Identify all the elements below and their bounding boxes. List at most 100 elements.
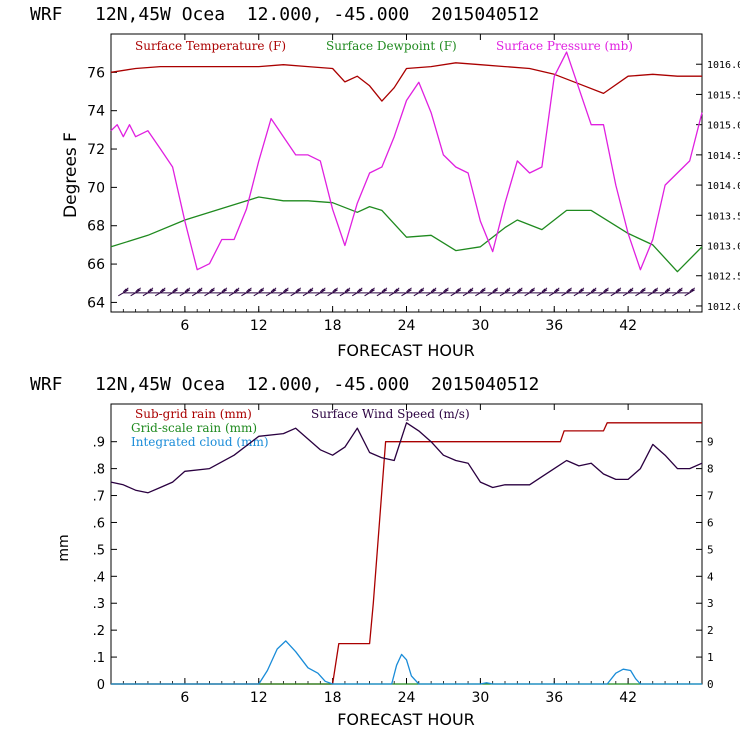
y-right-tick-label: 1012.0 <box>707 302 740 313</box>
y-left-tick-label: 64 <box>87 295 105 311</box>
wind-barb <box>573 287 585 297</box>
y-right-tick-label: 1014.5 <box>707 151 740 162</box>
x-tick-label: 6 <box>180 690 189 706</box>
y-right-tick-label: 2 <box>707 624 714 637</box>
wind-barb <box>635 287 646 297</box>
wind-barb <box>179 287 191 297</box>
y-right-tick-label: 0 <box>707 678 714 691</box>
y-right-tick-label: 7 <box>707 490 714 503</box>
x-tick-label: 42 <box>619 318 637 334</box>
wind-barb <box>265 287 277 297</box>
wind-barb <box>487 287 499 297</box>
y-right-tick-label: 6 <box>707 516 714 529</box>
x-tick-label: 36 <box>545 318 563 334</box>
wind-barb <box>253 287 265 297</box>
series-line-0 <box>111 422 702 685</box>
y-left-tick-label: .6 <box>93 516 105 531</box>
panel2-legend-subgrid: Sub-grid rain (mm) <box>135 407 252 421</box>
y-left-tick-label: .1 <box>93 651 105 666</box>
y-left-tick-label: 74 <box>87 104 105 120</box>
y-right-tick-label: 1013.0 <box>707 242 740 253</box>
x-tick-label: 6 <box>180 318 189 334</box>
wind-barb <box>647 287 659 297</box>
wind-barb <box>524 287 535 297</box>
panel-precip-wind: WRF 12N,45W Ocea 12.000, -45.000 2015040… <box>30 374 714 729</box>
wind-barb <box>462 287 474 297</box>
x-tick-label: 18 <box>324 318 342 334</box>
y-left-tick-label: 0 <box>97 678 105 693</box>
panel1-header: WRF 12N,45W Ocea 12.000, -45.000 2015040… <box>30 4 539 25</box>
y-left-tick-label: .4 <box>93 570 105 585</box>
y-left-tick-label: .7 <box>93 490 105 505</box>
wind-barb <box>290 287 302 297</box>
wind-barb <box>302 287 314 297</box>
wind-barb <box>425 287 437 297</box>
x-tick-label: 12 <box>250 690 268 706</box>
y-left-tick-label: .3 <box>93 597 105 612</box>
y-right-tick-label: 1014.0 <box>707 181 740 192</box>
x-tick-label: 24 <box>398 318 416 334</box>
y-right-tick-label: 5 <box>707 543 714 556</box>
wind-barb <box>204 287 215 297</box>
wind-barb <box>167 287 178 297</box>
wind-barb <box>351 287 363 297</box>
y-left-tick-label: 76 <box>87 65 105 81</box>
panel2-legend-wind: Surface Wind Speed (m/s) <box>311 407 470 421</box>
wind-barb <box>561 287 572 297</box>
y-right-tick-label: 1015.5 <box>707 90 740 101</box>
wind-barb <box>278 287 289 297</box>
wind-barb <box>142 287 154 297</box>
wind-barb <box>438 287 449 297</box>
y-left-tick-label: 70 <box>87 180 105 196</box>
y-right-tick-label: 1 <box>707 651 714 664</box>
wind-barb <box>610 287 622 297</box>
panel-surface: WRF 12N,45W Ocea 12.000, -45.000 2015040… <box>30 4 740 360</box>
wind-barb <box>339 287 351 297</box>
wind-barb <box>191 287 203 297</box>
series-line-2 <box>110 51 703 271</box>
wind-barb <box>622 287 634 297</box>
wind-barb <box>450 287 462 297</box>
panel2-xlabel: FORECAST HOUR <box>337 710 475 729</box>
wind-barb <box>512 287 523 297</box>
panel1-xlabel: FORECAST HOUR <box>337 341 475 360</box>
wind-barb <box>376 287 388 297</box>
wind-barb <box>327 287 338 297</box>
y-left-tick-label: .8 <box>93 463 105 478</box>
panel2-header: WRF 12N,45W Ocea 12.000, -45.000 2015040… <box>30 374 539 395</box>
panel1-legend-dewpoint: Surface Dewpoint (F) <box>326 39 457 53</box>
wind-barb <box>401 287 412 297</box>
y-right-tick-label: 1016.0 <box>707 60 740 71</box>
x-tick-label: 42 <box>619 690 637 706</box>
y-right-tick-label: 1013.5 <box>707 211 740 222</box>
x-tick-label: 30 <box>471 318 489 334</box>
wind-barb <box>413 287 425 297</box>
wind-barb <box>684 287 696 297</box>
y-right-tick-label: 1012.5 <box>707 272 740 283</box>
x-tick-label: 36 <box>545 690 563 706</box>
wind-barb <box>241 287 252 297</box>
wind-barb <box>536 287 548 297</box>
wind-barb <box>118 287 129 297</box>
panel1-legend-temperature: Surface Temperature (F) <box>135 39 286 53</box>
panel1-series <box>110 51 703 297</box>
x-tick-label: 30 <box>471 690 489 706</box>
series-line-1 <box>110 422 703 494</box>
panel2-series <box>110 422 703 685</box>
panel2-legend-gridscale: Grid-scale rain (mm) <box>131 421 257 435</box>
wind-barb <box>154 287 166 297</box>
wind-barb <box>499 287 511 297</box>
wind-barb <box>548 287 560 297</box>
y-left-tick-label: 72 <box>87 142 105 158</box>
wind-barb <box>388 287 400 297</box>
series-line-3 <box>111 640 702 685</box>
wind-barb <box>598 287 609 297</box>
wind-barb <box>315 287 326 297</box>
y-right-tick-label: 3 <box>707 597 714 610</box>
wind-barb <box>364 287 375 297</box>
y-right-tick-label: 1015.0 <box>707 121 740 132</box>
y-right-tick-label: 4 <box>707 570 714 583</box>
y-left-tick-label: .5 <box>93 543 105 558</box>
panel2-ylabel: mm <box>56 534 72 561</box>
